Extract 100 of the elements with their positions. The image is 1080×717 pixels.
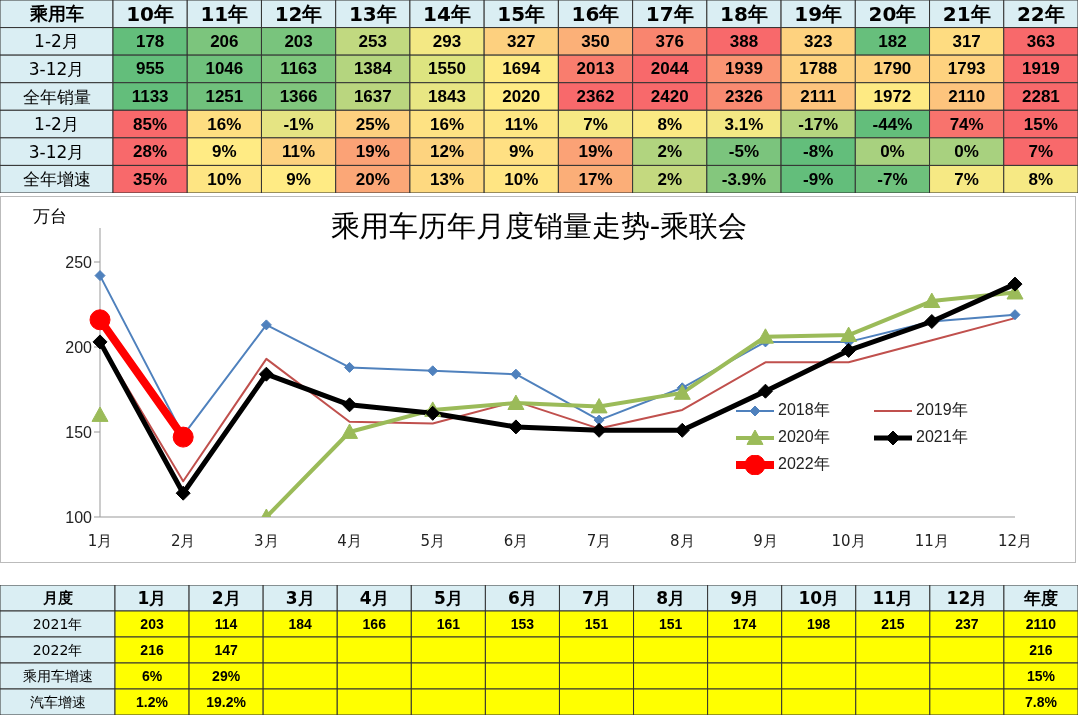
point xyxy=(344,361,356,373)
x-tick-label: 15年 xyxy=(497,1,546,26)
data-label: 1793 xyxy=(947,59,986,79)
data-label: 13% xyxy=(430,169,465,189)
x-tick-label: 8月 xyxy=(656,588,685,608)
data-label: 1366 xyxy=(279,87,318,106)
point xyxy=(1007,276,1023,292)
data-label: 9% xyxy=(212,142,237,162)
data-label: 182 xyxy=(878,31,907,51)
data-label: 85% xyxy=(133,114,168,134)
data-label: 203 xyxy=(140,616,164,632)
data-label: 198 xyxy=(807,616,831,632)
point xyxy=(341,423,359,439)
x-tick-label: 14年 xyxy=(423,1,471,26)
legend-label: 2021年 xyxy=(916,427,968,447)
x-tick-label: 2月 xyxy=(211,588,241,608)
data-label: 376 xyxy=(655,31,684,51)
data-label: 74% xyxy=(949,114,984,134)
point xyxy=(1009,309,1021,321)
data-label: 206 xyxy=(210,31,239,51)
data-label: 2281 xyxy=(1021,87,1060,106)
data-label: 1.2% xyxy=(136,694,169,710)
data-label: 203 xyxy=(284,31,313,51)
y-tick-label: 汽车增速 xyxy=(29,694,86,710)
data-label: 17% xyxy=(578,169,613,189)
data-label: 147 xyxy=(214,642,239,658)
data-label: 1384 xyxy=(353,59,393,79)
data-label: 174 xyxy=(732,616,757,632)
data-label: 25% xyxy=(355,114,390,134)
data-label: 2% xyxy=(657,142,683,162)
data-label: 363 xyxy=(1026,31,1056,51)
point xyxy=(510,368,522,380)
data-label: 9% xyxy=(508,142,534,162)
x-tick-label: 11月 xyxy=(872,588,914,608)
y-tick-label: 全年销量 xyxy=(22,86,91,107)
data-label: 216 xyxy=(1029,642,1053,658)
point xyxy=(591,422,607,438)
data-label: 2326 xyxy=(725,87,763,106)
data-label: 7% xyxy=(954,169,979,189)
data-label: 16% xyxy=(430,114,465,134)
point xyxy=(92,334,108,350)
x-tick-label: 13年 xyxy=(348,1,397,26)
data-label: 151 xyxy=(584,616,609,632)
data-label: 7% xyxy=(583,114,608,134)
x-tick-label: 1月 xyxy=(137,588,167,608)
x-tick-label: 3月 xyxy=(254,531,279,550)
data-label: 7% xyxy=(1028,142,1054,162)
data-label: 293 xyxy=(432,31,462,51)
legend-label: 2022年 xyxy=(778,454,830,474)
data-label: 8% xyxy=(657,114,683,134)
point xyxy=(590,398,608,414)
data-label: 29% xyxy=(212,668,241,684)
y-tick-label: 250 xyxy=(65,253,93,271)
legend-label: 2019年 xyxy=(916,400,968,420)
x-tick-label: 7月 xyxy=(582,588,611,608)
data-label: 1790 xyxy=(873,59,912,79)
data-label: -7% xyxy=(877,169,908,189)
data-label: 114 xyxy=(214,616,238,632)
data-label: 19% xyxy=(578,142,613,162)
x-tick-label: 11月 xyxy=(914,531,949,550)
x-tick-label: 19年 xyxy=(794,1,843,26)
data-label: -8% xyxy=(803,142,834,162)
y-tick-label: 3-12月 xyxy=(28,141,85,162)
point xyxy=(673,384,691,400)
data-label: 1251 xyxy=(205,87,244,106)
x-tick-label: 9月 xyxy=(753,531,778,550)
data-label: 12% xyxy=(430,142,465,162)
data-label: 388 xyxy=(729,31,759,51)
point xyxy=(425,405,441,421)
x-tick-label: 5月 xyxy=(433,588,463,608)
x-tick-label: 18年 xyxy=(720,1,768,26)
data-label: 2111 xyxy=(800,87,837,106)
data-label: 216 xyxy=(140,642,164,658)
x-tick-label: 年度 xyxy=(1022,588,1058,608)
x-tick-label: 10月 xyxy=(831,531,866,550)
point xyxy=(175,485,191,501)
data-label: 11% xyxy=(504,114,538,134)
x-tick-label: 20年 xyxy=(868,1,917,26)
y-axis-title: 乘用车 xyxy=(28,3,84,25)
data-label: 1843 xyxy=(428,87,466,106)
data-label: 0% xyxy=(954,142,979,162)
data-label: 19.2% xyxy=(206,694,247,710)
data-label: -17% xyxy=(798,114,839,134)
data-label: 151 xyxy=(658,616,683,632)
data-label: 2110 xyxy=(1025,616,1057,632)
y-axis-title: 万台 xyxy=(33,205,67,228)
data-label: -44% xyxy=(872,114,913,134)
data-label: 2044 xyxy=(650,59,690,79)
point xyxy=(91,406,109,422)
data-label: 3.1% xyxy=(724,114,764,134)
legend-label: 2020年 xyxy=(778,427,830,447)
data-label: 15% xyxy=(1023,114,1058,134)
x-tick-label: 3月 xyxy=(285,588,315,608)
point xyxy=(507,394,525,410)
data-label: 1163 xyxy=(280,59,318,79)
point xyxy=(757,383,773,399)
x-tick-label: 12月 xyxy=(997,531,1033,550)
x-tick-label: 10年 xyxy=(126,1,175,26)
point xyxy=(923,292,941,308)
data-label: 2362 xyxy=(576,87,615,106)
